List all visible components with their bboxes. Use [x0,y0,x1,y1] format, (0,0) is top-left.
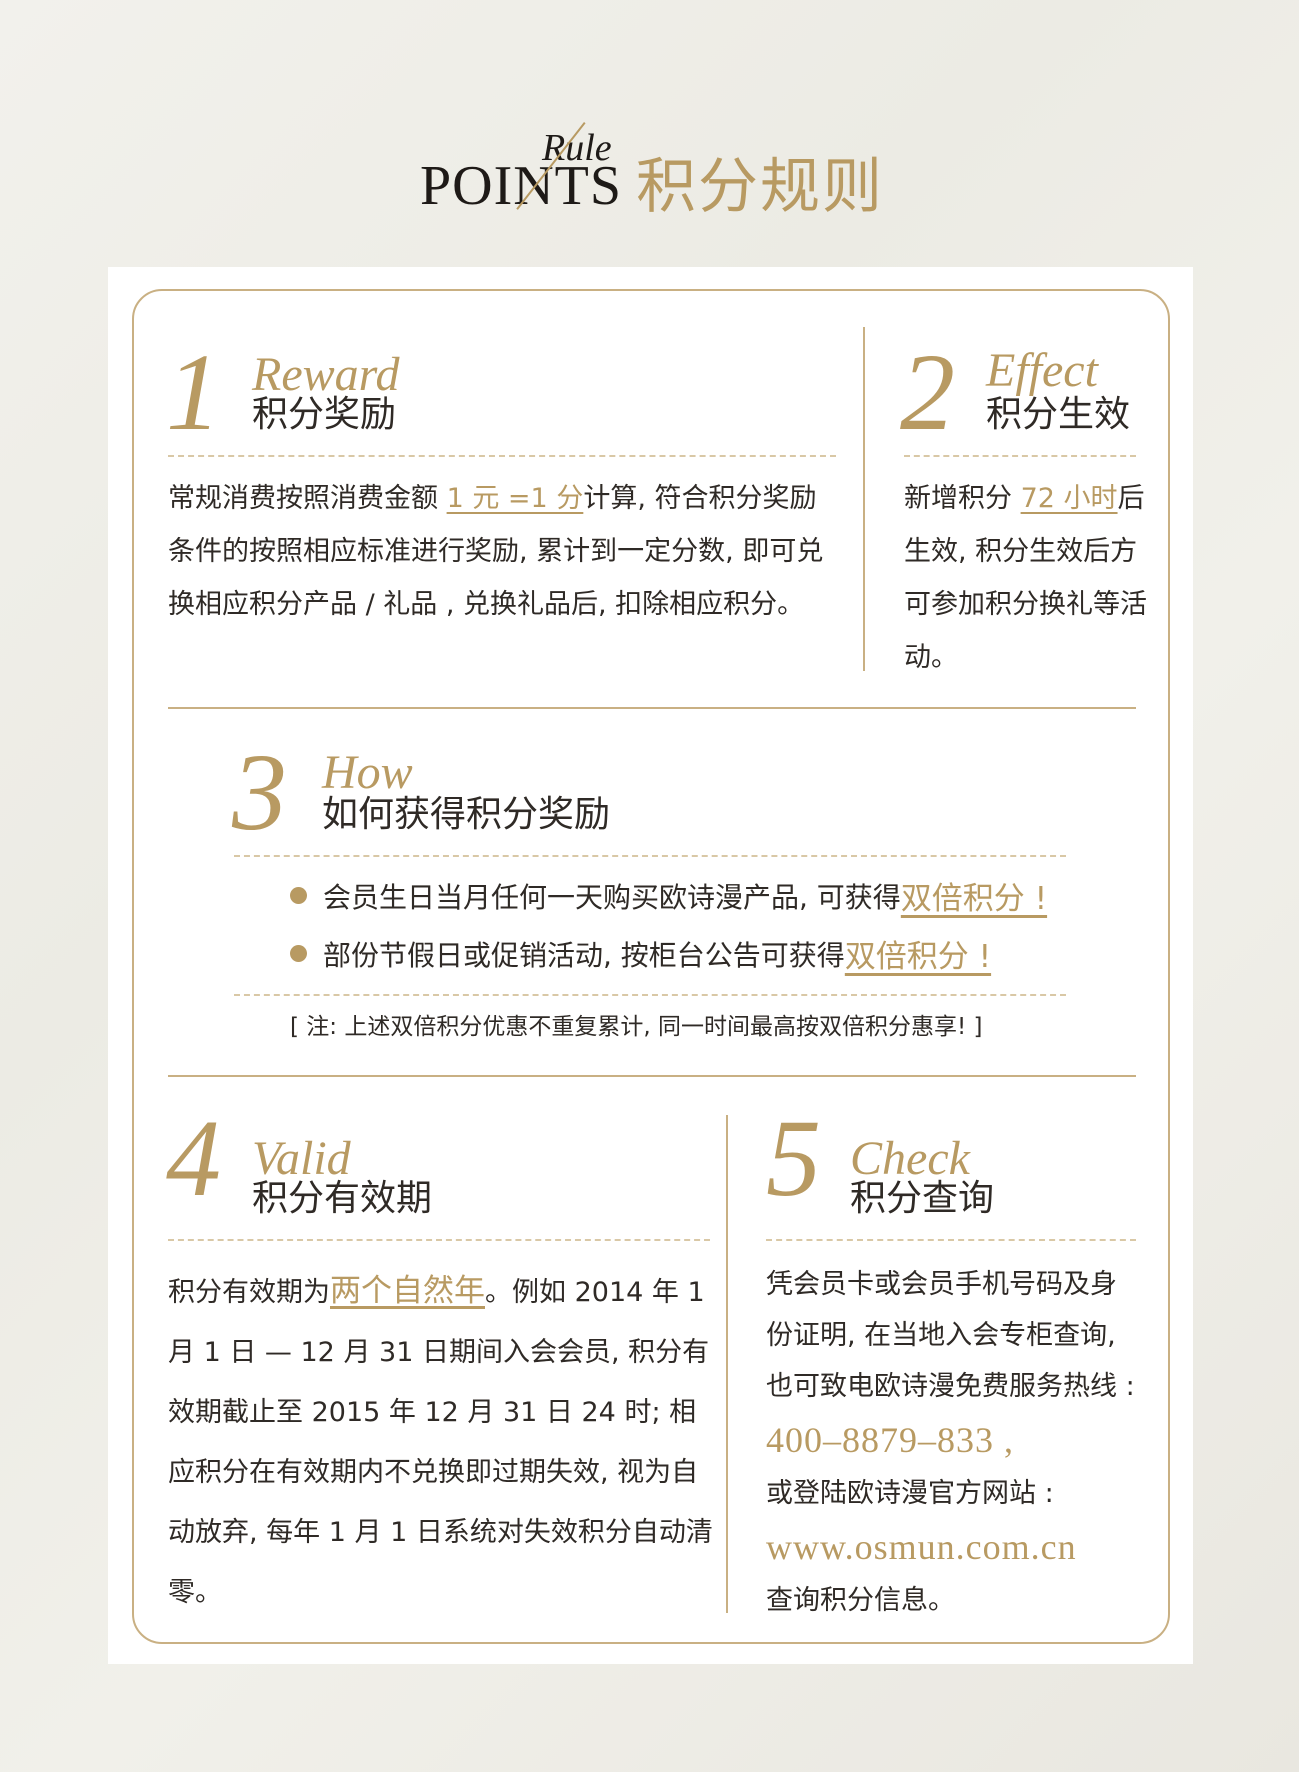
section-body: 凭会员卡或会员手机号码及身份证明, 在当地入会专柜查询, 也可致电欧诗漫免费服务… [766,1259,1141,1626]
body-text: 。例如 2014 年 1 月 1 日 — 12 月 31 日期间入会会员, 积分… [168,1277,713,1608]
highlight-two-years: 两个自然年 [330,1273,485,1309]
section-number: 5 [766,1097,821,1219]
dashed-divider [904,455,1136,457]
bullet-text: 部份节假日或促销活动, 按柜台公告可获得 [323,938,845,972]
section-title-en: How [322,746,413,799]
section-body: 积分有效期为两个自然年。例如 2014 年 1 月 1 日 — 12 月 31 … [168,1261,720,1623]
body-text: 新增积分 [904,483,1021,514]
section-title-en: Reward [252,348,400,401]
bullet-dot-icon [290,887,307,904]
section-title-en: Valid [252,1132,351,1185]
section-title-cn: 积分查询 [850,1178,995,1219]
dashed-divider [234,994,1066,996]
section-title-cn: 积分有效期 [252,1178,433,1219]
highlight-double-points: 双倍积分 ! [900,881,1048,917]
card-frame [132,289,1170,1644]
list-item: 部份节假日或促销活动, 按柜台公告可获得 双倍积分 ! [290,931,991,976]
website-link[interactable]: www.osmun.com.cn [766,1527,1077,1567]
bullet-text: 会员生日当月任何一天购买欧诗漫产品, 可获得 [323,880,901,914]
section-title-cn: 如何获得积分奖励 [322,794,611,835]
section-body: 常规消费按照消费金额 1 元 =1 分计算, 符合积分奖励条件的按照相应标准进行… [168,472,840,631]
body-text: 计算, 符合积分奖励条件的按照相应标准进行奖励, 累计到一定分数, 即可兑换相应… [168,483,824,620]
hotline-number: 400–8879–833 , [766,1420,1014,1460]
body-text: 或登陆欧诗漫官方网站 : [766,1478,1054,1509]
body-text: 查询积分信息。 [766,1585,955,1616]
horizontal-divider [168,1075,1136,1077]
dashed-divider [234,855,1066,857]
rules-card: 1 Reward 积分奖励 常规消费按照消费金额 1 元 =1 分计算, 符合积… [108,267,1193,1664]
section-title-cn: 积分奖励 [252,394,397,435]
body-text: 积分有效期为 [168,1277,330,1308]
section-title-en: Effect [986,344,1098,397]
section-number: 2 [900,331,955,453]
highlight-double-points: 双倍积分 ! [844,939,992,975]
body-text: 常规消费按照消费金额 [168,483,447,514]
dashed-divider [168,455,836,457]
section-number: 3 [232,731,287,853]
vertical-divider [726,1115,728,1613]
highlight-hours: 72 小时 [1020,483,1118,514]
vertical-divider [863,327,865,671]
body-text: 凭会员卡或会员手机号码及身份证明, 在当地入会专柜查询, 也可致电欧诗漫免费服务… [766,1269,1135,1402]
body-text: 后生效, 积分生效后方可参加积分换礼等活动。 [904,483,1147,673]
header-points-word: POINTS [420,155,623,217]
section-number: 1 [166,331,221,453]
page-title: 积分规则 [636,152,884,222]
dashed-divider [168,1239,710,1241]
section-title-en: Check [850,1132,970,1185]
section-title-cn: 积分生效 [986,394,1131,435]
bullet-dot-icon [290,945,307,962]
highlight-rate: 1 元 =1 分 [446,483,584,514]
page-header: Rule POINTS 积分规则 [0,110,1299,222]
section-number: 4 [166,1097,221,1219]
horizontal-divider [168,707,1136,709]
dashed-divider [766,1239,1136,1241]
list-item: 会员生日当月任何一天购买欧诗漫产品, 可获得 双倍积分 ! [290,873,1047,918]
section-body: 新增积分 72 小时后生效, 积分生效后方可参加积分换礼等活动。 [904,472,1149,684]
footnote: [ 注: 上述双倍积分优惠不重复累计, 同一时间最高按双倍积分惠享! ] [290,1014,983,1040]
